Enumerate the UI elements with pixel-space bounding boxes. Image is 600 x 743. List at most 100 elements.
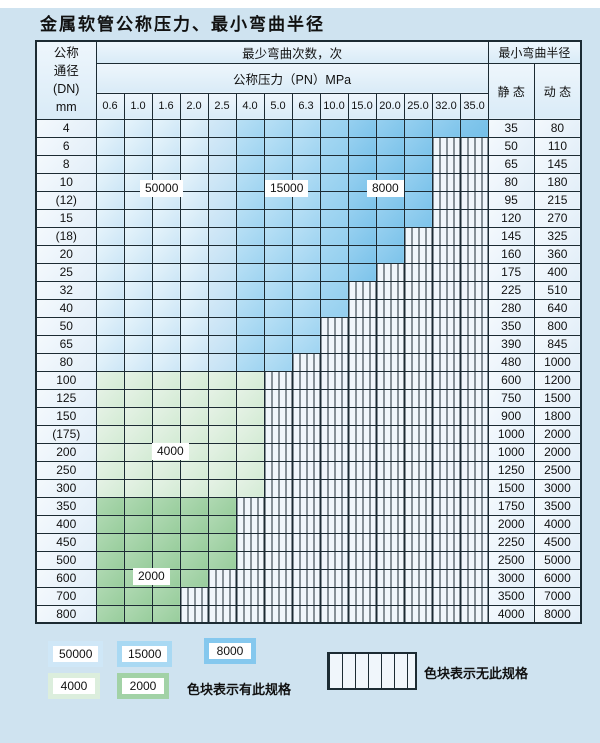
spec-cell — [95, 154, 125, 174]
no-spec-cell — [403, 496, 433, 516]
legend-chip-8000: 8000 — [204, 638, 256, 664]
spec-cell — [291, 136, 321, 156]
no-spec-cell — [403, 226, 433, 246]
page-title: 金属软管公称压力、最小弯曲半径 — [40, 15, 325, 34]
spec-cell — [235, 280, 265, 300]
spec-cell — [179, 298, 209, 318]
static-radius-value: 1000 — [487, 424, 535, 444]
spec-cell — [123, 424, 153, 444]
no-spec-cell — [459, 190, 489, 210]
spec-cell — [179, 208, 209, 228]
table-row: 100 600 1200 — [35, 370, 582, 390]
dn-label: (12) — [35, 190, 97, 210]
spec-cell — [151, 136, 181, 156]
spec-cell — [123, 280, 153, 300]
corner-header-line: 公称 — [53, 46, 79, 61]
spec-cell — [123, 406, 153, 426]
static-radius-value: 1750 — [487, 496, 535, 516]
no-spec-cell — [431, 424, 461, 444]
spec-cell — [403, 190, 433, 210]
no-spec-cell — [207, 568, 237, 588]
no-spec-cell — [375, 370, 405, 390]
spec-cell — [207, 532, 237, 552]
spec-table: 公称 通径 (DN) mm 最少弯曲次数，次 最小弯曲半径 公称压力（PN）MPa 静… — [35, 40, 583, 624]
spec-cell — [151, 118, 181, 138]
spec-cell — [235, 136, 265, 156]
spec-cell — [123, 352, 153, 372]
no-spec-cell — [459, 154, 489, 174]
spec-cell — [291, 154, 321, 174]
no-spec-cell — [291, 586, 321, 606]
spec-cell — [207, 172, 237, 192]
table-row: (18) 145 325 — [35, 226, 582, 246]
spec-cell — [263, 352, 293, 372]
no-spec-cell — [431, 154, 461, 174]
no-spec-cell — [403, 406, 433, 426]
no-spec-cell — [375, 478, 405, 498]
legend-chip-value: 8000 — [209, 643, 251, 659]
no-spec-cell — [403, 532, 433, 552]
no-spec-cell — [319, 352, 349, 372]
table-row: 500 2500 5000 — [35, 550, 582, 570]
spec-cell — [347, 226, 377, 246]
dynamic-radius-value: 510 — [533, 280, 582, 300]
spec-cell — [235, 190, 265, 210]
spec-cell — [123, 550, 153, 570]
pn-column-header: 0.6 — [95, 92, 125, 120]
spec-cell — [151, 334, 181, 354]
dn-label: 4 — [35, 118, 97, 138]
spec-cell — [319, 298, 349, 318]
spec-cell — [123, 388, 153, 408]
spec-cell — [207, 316, 237, 336]
no-spec-cell — [263, 478, 293, 498]
static-radius-value: 390 — [487, 334, 535, 354]
dynamic-radius-value: 215 — [533, 190, 582, 210]
spec-cell — [151, 208, 181, 228]
table-row: 125 750 1500 — [35, 388, 582, 408]
no-spec-cell — [459, 568, 489, 588]
dynamic-header: 动 态 — [533, 62, 582, 120]
spec-cell — [95, 280, 125, 300]
no-spec-cell — [459, 406, 489, 426]
dynamic-radius-value: 4000 — [533, 514, 582, 534]
no-spec-cell — [375, 334, 405, 354]
no-spec-cell — [459, 280, 489, 300]
spec-cell — [179, 424, 209, 444]
table-row: 65 390 845 — [35, 334, 582, 354]
table-row: 40 280 640 — [35, 298, 582, 318]
no-spec-cell — [431, 190, 461, 210]
spec-cell — [207, 154, 237, 174]
spec-cell — [347, 208, 377, 228]
spec-cell — [375, 244, 405, 264]
corner-header-line: 通径 — [53, 64, 79, 79]
no-spec-cell — [375, 532, 405, 552]
spec-cell — [179, 262, 209, 282]
spec-cell — [179, 514, 209, 534]
no-spec-cell — [347, 532, 377, 552]
no-spec-cell — [431, 316, 461, 336]
spec-cell — [151, 316, 181, 336]
dynamic-radius-value: 800 — [533, 316, 582, 336]
spec-cell — [123, 370, 153, 390]
no-spec-cell — [347, 604, 377, 624]
static-radius-value: 145 — [487, 226, 535, 246]
no-spec-cell — [179, 604, 209, 624]
static-radius-value: 160 — [487, 244, 535, 264]
no-spec-cell — [347, 478, 377, 498]
spec-cell — [235, 334, 265, 354]
spec-cell — [207, 226, 237, 246]
spec-cell — [235, 118, 265, 138]
spec-cell — [375, 208, 405, 228]
spec-cell — [459, 118, 489, 138]
spec-cell — [151, 514, 181, 534]
pn-column-header: 6.3 — [291, 92, 321, 120]
no-spec-cell — [347, 388, 377, 408]
dn-label: (18) — [35, 226, 97, 246]
spec-cell — [235, 172, 265, 192]
no-spec-cell — [403, 442, 433, 462]
zone-cycles-label: 8000 — [367, 180, 404, 197]
no-spec-cell — [431, 370, 461, 390]
no-spec-cell — [459, 460, 489, 480]
dynamic-radius-value: 360 — [533, 244, 582, 264]
no-spec-cell — [263, 604, 293, 624]
